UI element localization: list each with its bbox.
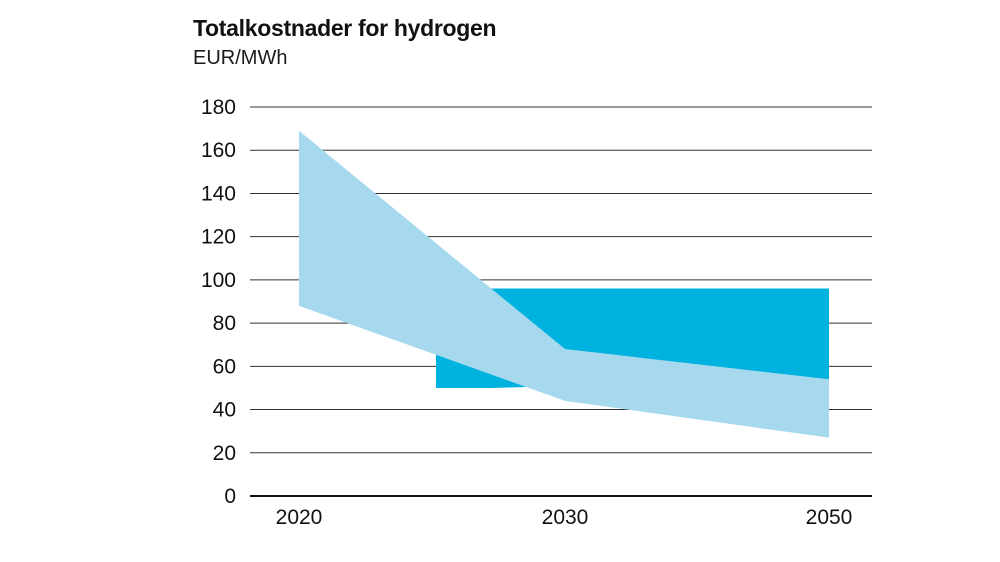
y-tick-label-140: 140: [201, 182, 236, 205]
y-tick-label-80: 80: [213, 312, 236, 335]
x-tick-label-2030: 2030: [542, 506, 589, 529]
x-tick-label-2050: 2050: [806, 506, 853, 529]
y-tick-label-40: 40: [213, 399, 236, 422]
light-band-area-1: [299, 130, 829, 438]
y-tick-label-180: 180: [201, 96, 236, 119]
x-tick-label-2020: 2020: [276, 506, 323, 529]
y-tick-label-20: 20: [213, 442, 236, 465]
chart-title: Totalkostnader for hydrogen: [193, 15, 497, 41]
y-tick-label-160: 160: [201, 139, 236, 162]
unit-label: EUR/MWh: [193, 47, 288, 69]
y-tick-label-120: 120: [201, 226, 236, 249]
y-tick-label-60: 60: [213, 355, 236, 378]
y-tick-label-0: 0: [224, 485, 236, 508]
y-tick-label-100: 100: [201, 269, 236, 292]
